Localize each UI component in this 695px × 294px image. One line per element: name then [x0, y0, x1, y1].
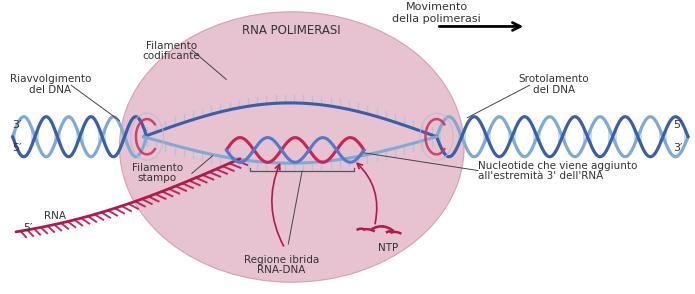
Ellipse shape — [120, 12, 464, 282]
Text: Riavvolgimento: Riavvolgimento — [10, 74, 91, 84]
Text: 3′: 3′ — [13, 120, 22, 130]
Text: codificante: codificante — [142, 51, 200, 61]
Text: stampo: stampo — [138, 173, 177, 183]
Text: RNA POLIMERASI: RNA POLIMERASI — [243, 24, 341, 37]
Text: all'estremità 3' dell'RNA: all'estremità 3' dell'RNA — [478, 171, 603, 181]
Text: Filamento: Filamento — [145, 41, 197, 51]
Text: 3′: 3′ — [673, 143, 682, 153]
Text: Srotolamento: Srotolamento — [518, 74, 589, 84]
Text: del DNA: del DNA — [532, 85, 575, 95]
Text: 5′: 5′ — [23, 223, 33, 233]
Text: Regione ibrida: Regione ibrida — [244, 255, 319, 265]
Text: NTP: NTP — [378, 243, 398, 253]
Text: RNA-DNA: RNA-DNA — [257, 265, 306, 275]
Text: Movimento: Movimento — [405, 2, 468, 12]
Text: della polimerasi: della polimerasi — [392, 14, 481, 24]
Text: 5′: 5′ — [13, 143, 22, 153]
Text: RNA: RNA — [44, 211, 65, 221]
Text: del DNA: del DNA — [29, 85, 72, 95]
Text: Nucleotide che viene aggiunto: Nucleotide che viene aggiunto — [478, 161, 637, 171]
Text: Filamento: Filamento — [132, 163, 183, 173]
Text: 5′: 5′ — [673, 120, 682, 130]
